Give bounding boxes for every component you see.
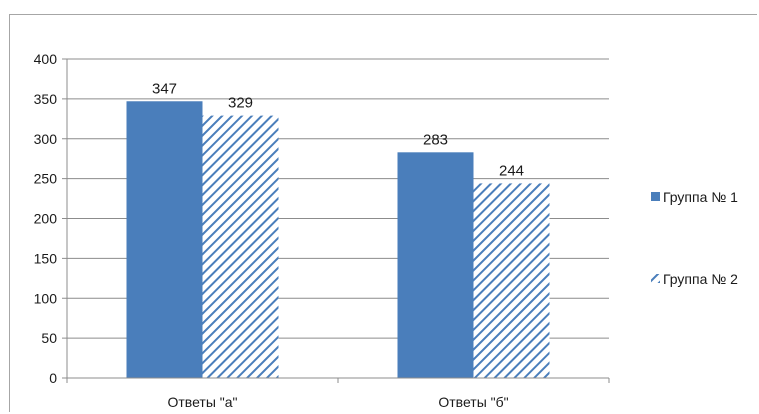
chart-area bbox=[9, 14, 757, 412]
y-tick-label: 50 bbox=[41, 330, 57, 346]
y-tick-label: 100 bbox=[34, 290, 58, 306]
data-label: 347 bbox=[152, 80, 177, 97]
x-tick-label: Ответы "а" bbox=[168, 394, 238, 410]
y-tick-label: 350 bbox=[34, 91, 58, 107]
bar-1-2 bbox=[397, 152, 474, 378]
legend-swatch-1 bbox=[651, 192, 660, 201]
bar-1-1 bbox=[126, 101, 203, 378]
y-tick-label: 200 bbox=[34, 211, 58, 227]
bar-2-1 bbox=[202, 115, 279, 378]
legend-swatch-2 bbox=[651, 274, 660, 283]
data-label: 283 bbox=[423, 131, 448, 148]
y-axis-ticks: 0 50 100 150 200 250 300 350 400 bbox=[34, 51, 68, 386]
data-label: 329 bbox=[228, 95, 253, 112]
data-label: 244 bbox=[499, 162, 524, 179]
legend-label-2: Группа № 2 bbox=[663, 271, 738, 287]
y-tick-label: 250 bbox=[34, 171, 58, 187]
y-tick-label: 400 bbox=[34, 51, 58, 67]
x-axis: Ответы "а" Ответы "б" bbox=[66, 377, 610, 410]
y-tick-label: 0 bbox=[49, 370, 57, 386]
bar-2-2 bbox=[473, 183, 550, 378]
y-tick-label: 300 bbox=[34, 131, 58, 147]
x-tick-label: Ответы "б" bbox=[438, 394, 508, 410]
legend-label-1: Группа № 1 bbox=[663, 189, 738, 205]
legend: Группа № 1 Группа № 2 bbox=[651, 189, 738, 287]
data-labels: 347 329 283 244 bbox=[152, 80, 524, 179]
bars bbox=[126, 101, 550, 378]
y-tick-label: 150 bbox=[34, 250, 58, 266]
